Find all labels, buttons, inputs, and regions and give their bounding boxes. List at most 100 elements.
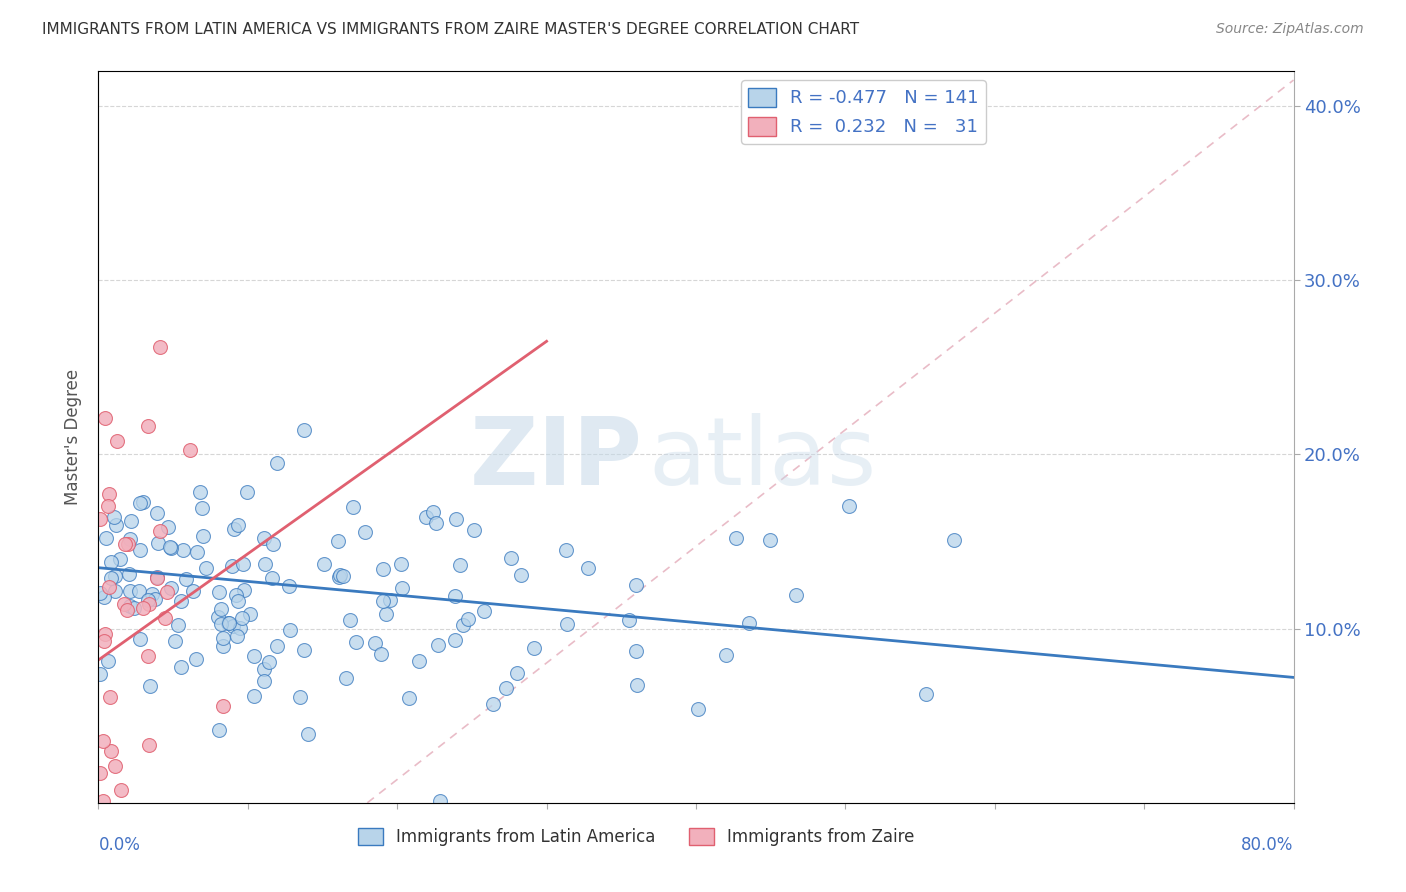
Point [688, 702, 710, 716]
Point [118, 566, 141, 581]
Point [422, 505, 444, 519]
Point [242, 690, 264, 704]
Text: ZIP: ZIP [470, 413, 643, 505]
Point [229, 621, 252, 635]
Point [838, 499, 860, 513]
Point [257, 655, 280, 669]
Point [93, 634, 115, 648]
Point [380, 593, 402, 607]
Point [328, 570, 350, 584]
Point [97, 654, 120, 668]
Point [146, 506, 169, 520]
Point [155, 585, 177, 599]
Point [624, 578, 647, 592]
Point [389, 557, 412, 571]
Point [157, 519, 180, 533]
Point [159, 541, 181, 555]
Point [143, 592, 166, 607]
Point [232, 558, 254, 572]
Point [107, 434, 129, 448]
Point [138, 598, 160, 612]
Point [501, 551, 523, 566]
Point [103, 568, 125, 582]
Point [236, 485, 259, 500]
Point [128, 584, 150, 599]
Point [278, 623, 301, 637]
Point [482, 698, 505, 712]
Point [225, 588, 247, 602]
Point [266, 456, 288, 470]
Point [110, 782, 132, 797]
Point [100, 690, 122, 705]
Point [136, 648, 159, 663]
Text: 0.0%: 0.0% [98, 836, 141, 854]
Point [453, 617, 475, 632]
Point [155, 610, 177, 624]
Point [100, 744, 122, 758]
Point [129, 632, 152, 646]
Point [253, 673, 276, 688]
Point [339, 613, 361, 627]
Point [191, 500, 214, 515]
Point [364, 636, 387, 650]
Point [138, 738, 160, 752]
Point [262, 537, 284, 551]
Point [375, 607, 398, 622]
Point [426, 639, 449, 653]
Point [108, 552, 131, 566]
Point [292, 423, 315, 437]
Point [94, 531, 117, 545]
Point [576, 561, 599, 575]
Point [149, 524, 172, 538]
Point [167, 617, 190, 632]
Text: Source: ZipAtlas.com: Source: ZipAtlas.com [1216, 22, 1364, 37]
Point [429, 794, 451, 808]
Point [312, 557, 335, 571]
Point [170, 594, 193, 608]
Point [523, 640, 546, 655]
Point [104, 583, 127, 598]
Point [328, 533, 350, 548]
Point [444, 632, 467, 647]
Point [117, 536, 139, 550]
Point [554, 542, 576, 557]
Point [160, 582, 183, 596]
Point [371, 562, 394, 576]
Point [98, 580, 121, 594]
Point [120, 532, 142, 546]
Text: atlas: atlas [648, 413, 876, 505]
Point [226, 594, 249, 608]
Point [297, 727, 319, 741]
Point [114, 536, 136, 550]
Point [94, 410, 117, 425]
Point [217, 615, 239, 630]
Point [759, 533, 782, 547]
Point [172, 543, 194, 558]
Point [191, 529, 214, 543]
Point [97, 487, 120, 501]
Y-axis label: Master's Degree: Master's Degree [65, 369, 83, 505]
Point [212, 631, 235, 645]
Point [557, 616, 579, 631]
Point [370, 647, 392, 661]
Point [212, 639, 235, 653]
Point [184, 652, 207, 666]
Point [170, 660, 193, 674]
Point [444, 512, 467, 526]
Point [190, 484, 212, 499]
Point [97, 499, 120, 513]
Point [120, 515, 142, 529]
Point [186, 544, 208, 558]
Point [146, 570, 169, 584]
Point [139, 680, 162, 694]
Point [181, 584, 204, 599]
Point [148, 536, 170, 550]
Point [624, 643, 647, 657]
Point [129, 496, 152, 510]
Point [91, 733, 114, 747]
Point [91, 794, 114, 808]
Point [408, 654, 430, 668]
Point [332, 568, 354, 582]
Point [619, 613, 641, 627]
Text: 80.0%: 80.0% [1241, 836, 1294, 854]
